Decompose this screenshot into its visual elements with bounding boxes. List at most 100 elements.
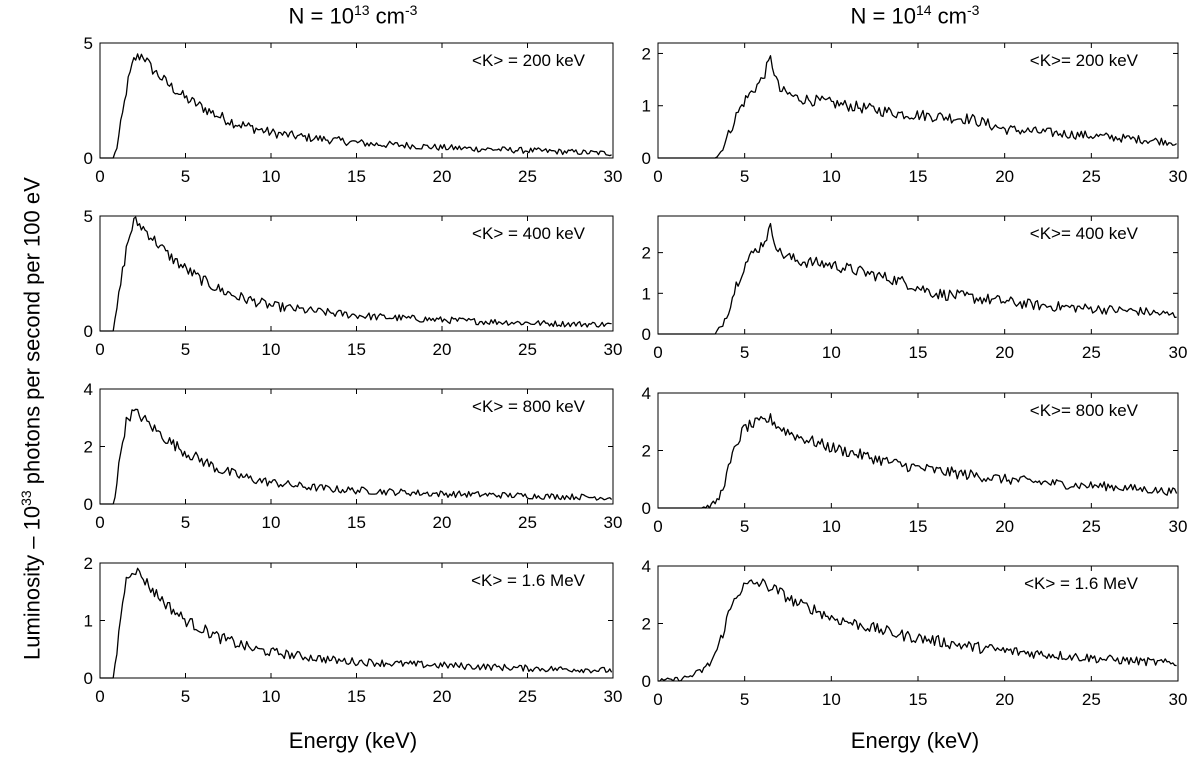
y-tick-label: 0 <box>84 322 93 341</box>
x-tick-label: 10 <box>822 690 841 709</box>
y-tick-label: 0 <box>642 672 651 691</box>
x-tick-label: 20 <box>995 343 1014 362</box>
x-tick-label: 10 <box>262 687 281 706</box>
x-tick-label: 15 <box>347 167 366 186</box>
x-tick-label: 30 <box>604 687 623 706</box>
series-line-left-4 <box>100 567 613 679</box>
series-line-right-3 <box>658 413 1178 509</box>
x-tick-label: 30 <box>1169 343 1188 362</box>
x-tick-label: 0 <box>653 517 662 536</box>
x-tick-label: 30 <box>1169 690 1188 709</box>
x-tick-label: 20 <box>995 517 1014 536</box>
x-tick-label: 25 <box>518 340 537 359</box>
y-tick-label: 2 <box>642 244 651 263</box>
y-tick-label: 4 <box>642 384 651 403</box>
x-tick-label: 25 <box>518 167 537 186</box>
x-tick-label: 25 <box>1082 517 1101 536</box>
x-tick-label: 0 <box>95 340 104 359</box>
x-axis-label-right: Energy (keV) <box>850 728 980 753</box>
y-tick-label: 2 <box>642 442 651 461</box>
y-tick-label: 2 <box>84 438 93 457</box>
series-line-left-3 <box>100 408 613 505</box>
y-tick-label: 0 <box>84 669 93 688</box>
x-tick-label: 0 <box>95 687 104 706</box>
annotation-left-4: <K> = 1.6 MeV <box>471 571 586 590</box>
annotation-left-2: <K> = 400 keV <box>472 224 586 243</box>
x-tick-label: 20 <box>995 167 1014 186</box>
x-tick-label: 25 <box>518 687 537 706</box>
x-tick-label: 30 <box>604 167 623 186</box>
series-line-left-2 <box>100 216 612 332</box>
series-line-right-1 <box>658 55 1177 159</box>
y-tick-label: 1 <box>84 612 93 631</box>
x-tick-label: 5 <box>740 167 749 186</box>
x-tick-label: 15 <box>909 517 928 536</box>
x-tick-label: 20 <box>433 687 452 706</box>
x-tick-label: 10 <box>262 340 281 359</box>
column-title-right: N = 1014 cm-3 <box>850 2 980 29</box>
x-tick-label: 20 <box>433 513 452 532</box>
x-tick-label: 0 <box>653 690 662 709</box>
x-tick-label: 30 <box>1169 167 1188 186</box>
x-tick-label: 25 <box>1082 690 1101 709</box>
x-tick-label: 25 <box>1082 167 1101 186</box>
series-line-left-1 <box>100 53 612 159</box>
y-tick-label: 0 <box>84 149 93 168</box>
y-tick-label: 0 <box>84 495 93 514</box>
x-tick-label: 5 <box>740 343 749 362</box>
y-tick-label: 1 <box>642 284 651 303</box>
x-tick-label: 10 <box>822 167 841 186</box>
x-tick-label: 20 <box>995 690 1014 709</box>
x-tick-label: 10 <box>822 517 841 536</box>
annotation-right-4: <K> = 1.6 MeV <box>1024 574 1139 593</box>
x-tick-label: 15 <box>347 687 366 706</box>
x-tick-label: 10 <box>262 513 281 532</box>
x-tick-label: 15 <box>909 690 928 709</box>
x-tick-label: 15 <box>909 167 928 186</box>
x-tick-label: 20 <box>433 340 452 359</box>
x-tick-label: 0 <box>653 343 662 362</box>
y-tick-label: 2 <box>642 44 651 63</box>
x-tick-label: 15 <box>347 513 366 532</box>
x-tick-label: 5 <box>181 340 190 359</box>
annotation-right-2: <K>= 400 keV <box>1030 224 1139 243</box>
x-tick-label: 0 <box>653 167 662 186</box>
y-tick-label: 0 <box>642 499 651 518</box>
y-tick-label: 4 <box>642 557 651 576</box>
x-tick-label: 15 <box>909 343 928 362</box>
x-tick-label: 5 <box>181 687 190 706</box>
series-line-right-2 <box>658 222 1177 335</box>
x-tick-label: 10 <box>262 167 281 186</box>
x-tick-label: 25 <box>1082 343 1101 362</box>
x-tick-label: 10 <box>822 343 841 362</box>
y-tick-label: 5 <box>84 34 93 53</box>
x-tick-label: 5 <box>740 690 749 709</box>
y-tick-label: 2 <box>642 615 651 634</box>
y-tick-label: 4 <box>84 380 93 399</box>
y-tick-label: 0 <box>642 149 651 168</box>
annotation-right-1: <K>= 200 keV <box>1030 51 1139 70</box>
y-tick-label: 5 <box>84 207 93 226</box>
x-tick-label: 15 <box>347 340 366 359</box>
x-tick-label: 0 <box>95 167 104 186</box>
y-tick-label: 2 <box>84 554 93 573</box>
x-tick-label: 20 <box>433 167 452 186</box>
x-tick-label: 0 <box>95 513 104 532</box>
x-axis-label-left: Energy (keV) <box>288 728 418 753</box>
annotation-left-1: <K> = 200 keV <box>472 51 586 70</box>
x-tick-label: 30 <box>604 340 623 359</box>
y-tick-label: 0 <box>642 325 651 344</box>
x-tick-label: 5 <box>181 167 190 186</box>
annotation-right-3: <K>= 800 keV <box>1030 401 1139 420</box>
series-line-right-4 <box>658 578 1177 682</box>
x-tick-label: 5 <box>740 517 749 536</box>
x-tick-label: 30 <box>1169 517 1188 536</box>
column-title-left: N = 1013 cm-3 <box>288 2 418 29</box>
y-tick-label: 1 <box>642 97 651 116</box>
x-tick-label: 25 <box>518 513 537 532</box>
annotation-left-3: <K> = 800 keV <box>472 397 586 416</box>
x-tick-label: 30 <box>604 513 623 532</box>
x-tick-label: 5 <box>181 513 190 532</box>
